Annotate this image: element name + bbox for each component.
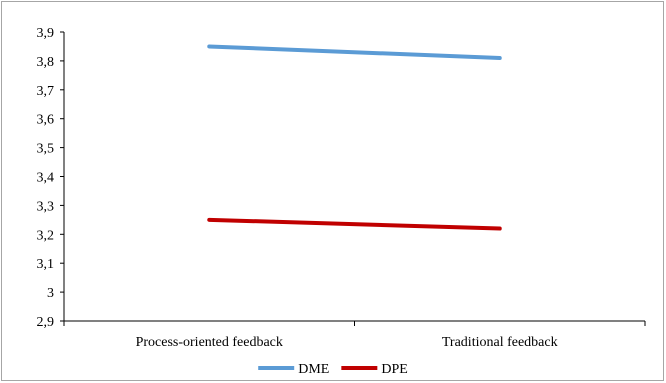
series-line-dme bbox=[207, 44, 502, 61]
y-tick-label: 3,2 bbox=[37, 228, 55, 243]
legend-label-dme: DME bbox=[298, 362, 329, 377]
y-tick-label: 3,4 bbox=[37, 171, 55, 186]
y-tick-label: 3,6 bbox=[37, 113, 55, 128]
series-line-dpe bbox=[207, 217, 502, 231]
y-axis-ticks: 2,9 3 3,1 3,2 3,3 3,4 3,5 3,6 3,7 3,8 3,9 bbox=[37, 26, 64, 330]
x-tick-label: Traditional feedback bbox=[442, 335, 558, 350]
x-axis-ticks: Process-oriented feedback Traditional fee… bbox=[63, 321, 646, 350]
y-tick-label: 2,9 bbox=[37, 315, 55, 330]
y-tick-label: 3,5 bbox=[37, 142, 55, 157]
legend-label-dpe: DPE bbox=[381, 362, 407, 377]
y-tick-label: 3,8 bbox=[37, 55, 55, 70]
y-tick-label: 3,9 bbox=[37, 26, 55, 41]
series-lines bbox=[207, 44, 502, 231]
x-tick-label: Process-oriented feedback bbox=[136, 335, 283, 350]
y-tick-label: 3,3 bbox=[37, 199, 55, 214]
y-tick-label: 3,1 bbox=[37, 257, 55, 272]
y-tick-label: 3 bbox=[47, 286, 54, 301]
y-tick-label: 3,7 bbox=[37, 84, 55, 99]
legend: DME DPE bbox=[258, 362, 408, 377]
